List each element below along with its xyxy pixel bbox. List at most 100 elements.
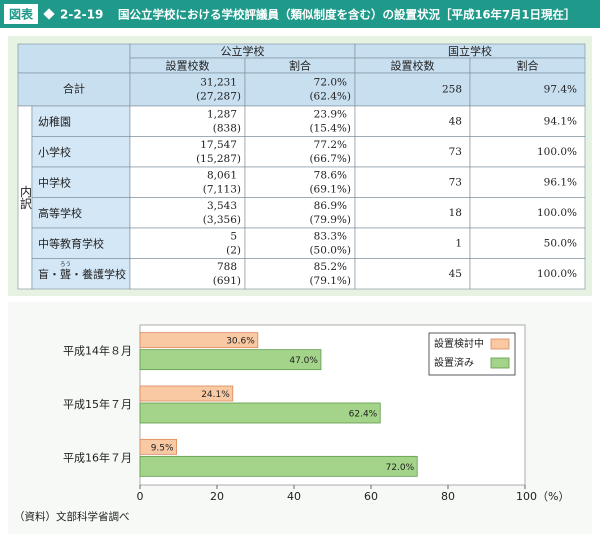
data-cell [354, 258, 471, 290]
cell-value: 258 [442, 84, 462, 96]
cell-value: 83.3% [314, 230, 347, 242]
cell-subvalue: (79.1%) [309, 275, 351, 287]
x-tick-label: 100（%） [516, 490, 569, 503]
bar-value-label: 24.1% [201, 390, 230, 400]
total-label: 合計 [63, 82, 85, 96]
group-header: 国立学校 [448, 44, 492, 58]
x-tick-label: 40 [287, 490, 301, 503]
cell-value: 50.0% [544, 237, 577, 249]
source-note: （資料）文部科学省調べ [14, 510, 130, 523]
cell-subvalue: (2) [226, 244, 241, 256]
x-tick-label: 0 [137, 490, 144, 503]
data-cell [469, 105, 586, 137]
cell-subvalue: (7,113) [203, 183, 241, 195]
legend-label: 設置済み [434, 356, 474, 369]
x-tick-label: 20 [210, 490, 224, 503]
column-header: 割合 [289, 59, 311, 73]
data-cell [129, 105, 246, 137]
data-cell [469, 197, 586, 229]
cell-value: 5 [230, 230, 237, 242]
bar [139, 455, 418, 477]
cell-value: 100.0% [537, 268, 577, 280]
cell-subvalue: (79.9%) [309, 214, 351, 226]
cell-value: 8,061 [207, 169, 237, 181]
cell-value: 23.9% [314, 108, 347, 120]
legend-swatch [490, 357, 510, 369]
column-header: 設置校数 [391, 59, 435, 73]
header-label-box [4, 4, 38, 24]
header-label: 図表 [9, 7, 34, 22]
data-cell [469, 72, 586, 107]
cell-subvalue: (3,356) [203, 214, 241, 226]
group-header: 公立学校 [221, 44, 265, 58]
bar-value-label: 30.6% [226, 337, 255, 347]
cell-value: 78.6% [314, 169, 347, 181]
cell-value: 85.2% [314, 261, 347, 273]
bar-value-label: 47.0% [289, 356, 318, 366]
row-label: 盲・聾・養護学校 [38, 267, 126, 281]
y-tick-label: 平成14年８月 [63, 344, 132, 358]
row-header [17, 72, 131, 107]
y-tick-label: 平成15年７月 [63, 397, 132, 411]
data-cell [129, 166, 246, 198]
row-header [31, 227, 131, 259]
cell-value: 18 [449, 207, 462, 219]
header-title: 国公立学校における学校評議員（類似制度を含む）の設置状況［平成16年7月1日現在… [118, 8, 576, 22]
cell-subvalue: (50.0%) [309, 244, 351, 256]
header-diamond [43, 8, 55, 20]
cell-value: 48 [449, 115, 462, 127]
row-header [31, 258, 131, 290]
data-cell [354, 197, 471, 229]
row-header [31, 136, 131, 168]
data-cell [469, 227, 586, 259]
cell-value: 73 [449, 146, 462, 158]
cell-value: 86.9% [314, 200, 347, 212]
header-cell [17, 43, 131, 74]
data-cell [469, 166, 586, 198]
bar-value-label: 72.0% [386, 463, 415, 473]
breakdown-label: 内訳 [19, 185, 33, 209]
data-cell [129, 258, 246, 290]
row-header [31, 166, 131, 198]
row-header [31, 197, 131, 229]
cell-subvalue: (27,287) [196, 91, 241, 103]
data-cell [129, 72, 246, 107]
cell-subvalue: (838) [213, 122, 241, 134]
row-label: 中学校 [38, 175, 71, 189]
cell-subvalue: (62.4%) [309, 91, 351, 103]
cell-value: 1 [455, 237, 462, 249]
data-cell [244, 197, 356, 229]
cell-value: 788 [217, 261, 237, 273]
row-label: 高等学校 [38, 206, 82, 220]
x-tick-label: 60 [364, 490, 378, 503]
data-cell [469, 136, 586, 168]
row-header [31, 105, 131, 137]
cell-subvalue: (15.4%) [309, 122, 351, 134]
bar [139, 402, 381, 424]
row-label: 中等教育学校 [38, 236, 104, 250]
cell-subvalue: (69.1%) [309, 183, 351, 195]
column-header: 設置校数 [166, 59, 210, 73]
bar [139, 385, 234, 402]
bar-value-label: 62.4% [349, 410, 378, 420]
cell-value: 96.1% [544, 176, 577, 188]
cell-value: 97.4% [544, 84, 577, 96]
bar [139, 332, 259, 349]
row-label: 小学校 [38, 145, 71, 159]
header-number: 2-2-19 [60, 8, 103, 22]
cell-value: 77.2% [314, 139, 347, 151]
cell-subvalue: (15,287) [196, 153, 241, 165]
cell-value: 17,547 [200, 139, 237, 151]
cell-value: 3,543 [207, 200, 237, 212]
legend-swatch [490, 338, 510, 350]
row-ruby: ろう [60, 261, 71, 268]
legend-label: 設置検討中 [434, 337, 484, 350]
cell-subvalue: (66.7%) [309, 153, 351, 165]
cell-value: 94.1% [544, 115, 577, 127]
bar [139, 349, 322, 371]
y-tick-label: 平成16年７月 [63, 450, 132, 464]
data-cell [469, 258, 586, 290]
header-bar [0, 0, 600, 28]
cell-value: 72.0% [314, 77, 347, 89]
